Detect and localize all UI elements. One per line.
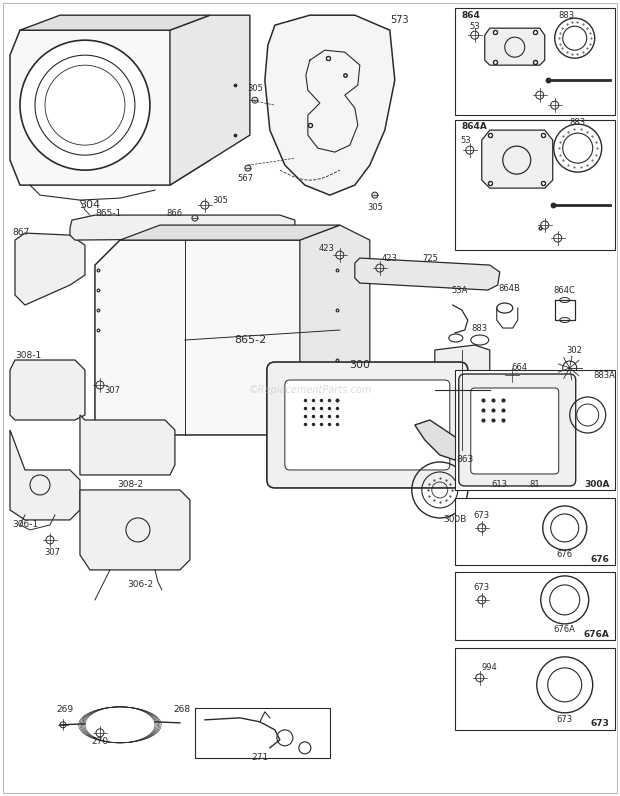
Text: 306-2: 306-2 <box>127 580 153 589</box>
Polygon shape <box>485 28 545 65</box>
Text: 305: 305 <box>247 84 263 92</box>
Text: 307: 307 <box>44 548 60 557</box>
Text: 573: 573 <box>391 15 409 25</box>
Polygon shape <box>430 345 510 450</box>
Text: 53: 53 <box>469 21 480 31</box>
Bar <box>455 648 614 730</box>
Text: 613: 613 <box>492 481 508 490</box>
Text: 865-1: 865-1 <box>95 209 121 217</box>
Circle shape <box>372 192 378 198</box>
Text: 673: 673 <box>591 720 609 728</box>
Text: 867: 867 <box>12 228 29 236</box>
Circle shape <box>192 215 198 221</box>
Circle shape <box>245 165 251 171</box>
Text: 300B: 300B <box>443 516 466 525</box>
Text: 53A: 53A <box>451 286 468 295</box>
Text: 883: 883 <box>472 323 488 333</box>
Text: 304: 304 <box>79 200 100 210</box>
Polygon shape <box>120 225 340 240</box>
Text: 664: 664 <box>512 362 528 372</box>
Text: 883: 883 <box>570 118 586 127</box>
Polygon shape <box>355 258 500 290</box>
Text: 307: 307 <box>104 385 120 395</box>
Text: 864A: 864A <box>462 122 488 131</box>
Text: 53: 53 <box>461 135 471 145</box>
Circle shape <box>20 40 150 170</box>
Text: 676: 676 <box>557 550 573 560</box>
Text: 306-1: 306-1 <box>12 521 38 529</box>
Text: 676A: 676A <box>584 630 609 639</box>
Bar <box>455 498 614 565</box>
Text: 676: 676 <box>591 556 609 564</box>
Polygon shape <box>300 225 370 420</box>
Text: 725: 725 <box>422 254 438 263</box>
Text: 673: 673 <box>474 512 490 521</box>
Text: 883: 883 <box>559 10 575 20</box>
Text: 269: 269 <box>56 705 74 714</box>
Text: 863: 863 <box>456 455 474 465</box>
Text: 308-1: 308-1 <box>15 350 42 360</box>
Polygon shape <box>170 15 250 185</box>
Polygon shape <box>265 15 395 195</box>
Text: ©ReplacementParts.com: ©ReplacementParts.com <box>248 385 371 395</box>
Polygon shape <box>20 15 210 30</box>
Text: 423: 423 <box>382 254 398 263</box>
Text: 567: 567 <box>237 174 253 182</box>
Text: 268: 268 <box>174 705 190 714</box>
FancyBboxPatch shape <box>471 388 559 474</box>
Text: 302: 302 <box>567 345 583 354</box>
Text: 673: 673 <box>557 716 573 724</box>
Text: 864: 864 <box>462 10 480 20</box>
Polygon shape <box>15 233 85 305</box>
Text: 300: 300 <box>349 360 370 370</box>
FancyBboxPatch shape <box>459 374 576 486</box>
Text: 305: 305 <box>367 203 383 212</box>
Text: 864C: 864C <box>554 286 575 295</box>
Text: 866: 866 <box>167 209 183 217</box>
Text: 883A: 883A <box>594 370 616 380</box>
Circle shape <box>252 97 258 103</box>
Bar <box>195 708 330 758</box>
Text: 673: 673 <box>474 583 490 592</box>
Text: 300A: 300A <box>584 481 609 490</box>
Text: 305: 305 <box>212 196 228 205</box>
Text: 423: 423 <box>319 244 335 252</box>
Polygon shape <box>415 420 465 460</box>
Polygon shape <box>80 415 175 475</box>
Bar <box>455 8 614 115</box>
Text: 271: 271 <box>251 753 268 763</box>
Polygon shape <box>95 240 340 435</box>
Polygon shape <box>10 360 85 420</box>
FancyBboxPatch shape <box>285 380 450 470</box>
FancyBboxPatch shape <box>267 362 467 488</box>
Bar <box>455 120 614 250</box>
Text: 270: 270 <box>91 737 108 747</box>
Text: 865-2: 865-2 <box>234 335 266 345</box>
Polygon shape <box>80 490 190 570</box>
Text: 994: 994 <box>482 663 498 673</box>
Text: 81: 81 <box>529 481 540 490</box>
Polygon shape <box>70 215 295 240</box>
Polygon shape <box>10 30 210 185</box>
Bar <box>455 572 614 640</box>
Text: 676A: 676A <box>554 626 575 634</box>
Polygon shape <box>10 430 80 520</box>
Text: 308-2: 308-2 <box>117 481 143 490</box>
Bar <box>455 370 614 490</box>
Polygon shape <box>482 130 552 188</box>
Text: 864B: 864B <box>499 283 521 293</box>
